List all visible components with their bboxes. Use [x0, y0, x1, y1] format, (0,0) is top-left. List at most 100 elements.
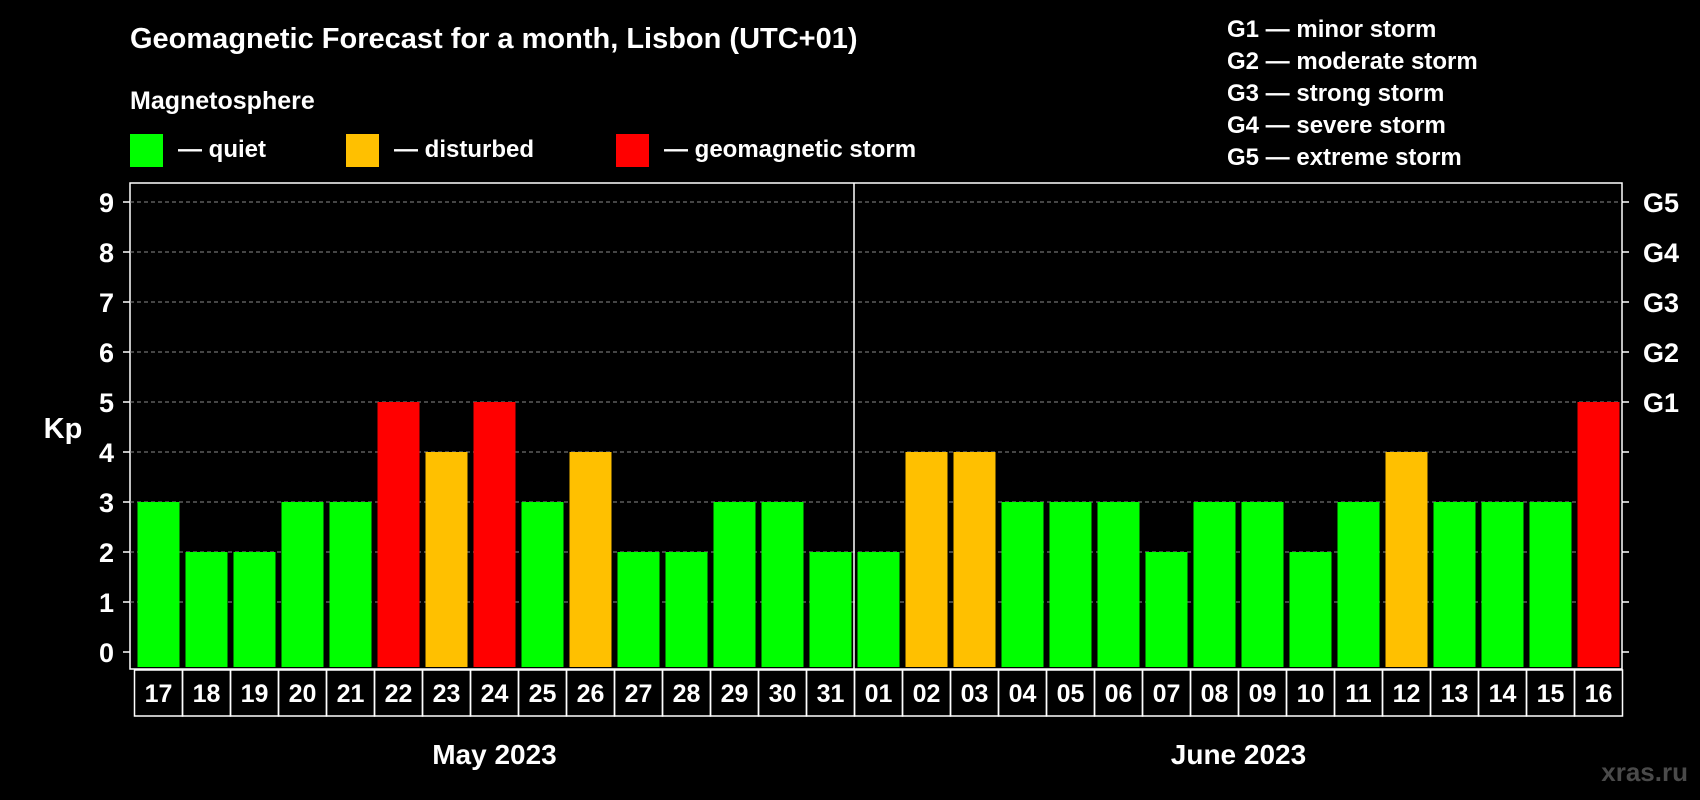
x-tick-label: 24: [481, 680, 509, 708]
kp-bar: [1529, 502, 1572, 667]
x-tick-box: [1573, 669, 1624, 717]
kp-bar: [665, 552, 708, 667]
y-tick-label: 3: [99, 488, 114, 518]
x-tick-label: 19: [241, 680, 269, 708]
legend-swatch-quiet: [130, 134, 163, 167]
x-tick-label: 15: [1537, 680, 1565, 708]
legend-swatch-storm: [616, 134, 649, 167]
g-scale-legend: G1 — minor storm G2 — moderate storm G3 …: [1227, 16, 1478, 171]
x-tick-label: 14: [1489, 680, 1517, 708]
legend: — quiet — disturbed — geomagnetic storm: [130, 134, 916, 167]
y-tick-label: 1: [99, 588, 114, 618]
month-labels: May 2023 June 2023: [432, 739, 1306, 770]
kp-bar: [281, 502, 324, 667]
kp-bar: [1385, 452, 1428, 667]
x-tick-label: 07: [1153, 680, 1181, 708]
kp-bar: [137, 502, 180, 667]
y-tick-label: 7: [99, 288, 114, 318]
x-tick-label: 09: [1249, 680, 1277, 708]
kp-bar: [1001, 502, 1044, 667]
kp-bar: [809, 552, 852, 667]
bars: [137, 402, 1620, 667]
kp-bar: [953, 452, 996, 667]
kp-bar: [1193, 502, 1236, 667]
x-tick-label: 21: [337, 680, 365, 708]
x-tick-label: 06: [1105, 680, 1133, 708]
g-level-label: G2: [1643, 338, 1679, 368]
kp-bar: [1289, 552, 1332, 667]
x-tick-label: 20: [289, 680, 317, 708]
x-tick-label: 12: [1393, 680, 1421, 708]
x-tick-label: 01: [865, 680, 893, 708]
kp-bar: [761, 502, 804, 667]
g-scale-item-g4: G4 — severe storm: [1227, 112, 1446, 139]
x-tick-label: 05: [1057, 680, 1085, 708]
kp-bar: [617, 552, 660, 667]
legend-label-disturbed: — disturbed: [394, 136, 534, 163]
kp-bar: [473, 402, 516, 667]
kp-bar: [185, 552, 228, 667]
kp-bar: [425, 452, 468, 667]
y-tick-label: 2: [99, 538, 114, 568]
x-tick-label: 13: [1441, 680, 1469, 708]
x-tick-label: 11: [1345, 680, 1372, 708]
x-tick-label: 25: [529, 680, 557, 708]
x-tick-label: 03: [961, 680, 989, 708]
legend-label-quiet: — quiet: [178, 136, 266, 163]
month-label: June 2023: [1171, 739, 1306, 770]
kp-bar: [1049, 502, 1092, 667]
kp-bar: [905, 452, 948, 667]
kp-bar: [1433, 502, 1476, 667]
y-tick-label: 6: [99, 338, 114, 368]
legend-label-storm: — geomagnetic storm: [664, 136, 916, 163]
x-tick-label: 18: [193, 680, 221, 708]
kp-bar: [1097, 502, 1140, 667]
g-scale-item-g2: G2 — moderate storm: [1227, 48, 1478, 75]
plot-frame: [129, 182, 1623, 670]
kp-bar: [521, 502, 564, 667]
kp-bar: [1337, 502, 1380, 667]
y-tick-label: 4: [99, 438, 114, 468]
kp-bar: [857, 552, 900, 667]
month-label: May 2023: [432, 739, 557, 770]
x-tick-label: 02: [913, 680, 941, 708]
y-axis-label: Kp: [44, 413, 83, 445]
x-tick-label: 28: [673, 680, 701, 708]
x-tick-label: 04: [1009, 680, 1037, 708]
kp-bar: [329, 502, 372, 667]
chart-title: Geomagnetic Forecast for a month, Lisbon…: [130, 23, 858, 55]
kp-bar: [1481, 502, 1524, 667]
kp-bar: [713, 502, 756, 667]
x-tick-label: 30: [769, 680, 797, 708]
g-level-label: G4: [1643, 238, 1679, 268]
x-tick-label: 17: [145, 680, 173, 708]
legend-swatch-disturbed: [346, 134, 379, 167]
kp-bar: [569, 452, 612, 667]
g-scale-item-g1: G1 — minor storm: [1227, 16, 1436, 43]
x-tick-label: 26: [577, 680, 605, 708]
y-tick-label: 8: [99, 238, 114, 268]
g-level-label: G5: [1643, 188, 1679, 218]
x-tick-label: 16: [1585, 680, 1613, 708]
g-level-label: G1: [1643, 388, 1679, 418]
y-tick-label: 9: [99, 188, 114, 218]
x-tick-label: 29: [721, 680, 749, 708]
kp-bar: [1241, 502, 1284, 667]
y-tick-label: 5: [99, 388, 114, 418]
g-scale-item-g5: G5 — extreme storm: [1227, 144, 1462, 171]
watermark: xras.ru: [1601, 757, 1688, 787]
x-tick-label: 08: [1201, 680, 1229, 708]
kp-bar: [233, 552, 276, 667]
kp-bar: [1577, 402, 1620, 667]
x-tick-label: 23: [433, 680, 461, 708]
g-scale-item-g3: G3 — strong storm: [1227, 80, 1444, 107]
y-tick-label: 0: [99, 638, 114, 668]
x-tick-label: 27: [625, 680, 653, 708]
g-level-label: G3: [1643, 288, 1679, 318]
x-tick-label: 22: [385, 680, 413, 708]
kp-bar: [377, 402, 420, 667]
x-tick-label: 31: [817, 680, 845, 708]
magnetosphere-label: Magnetosphere: [130, 87, 315, 115]
